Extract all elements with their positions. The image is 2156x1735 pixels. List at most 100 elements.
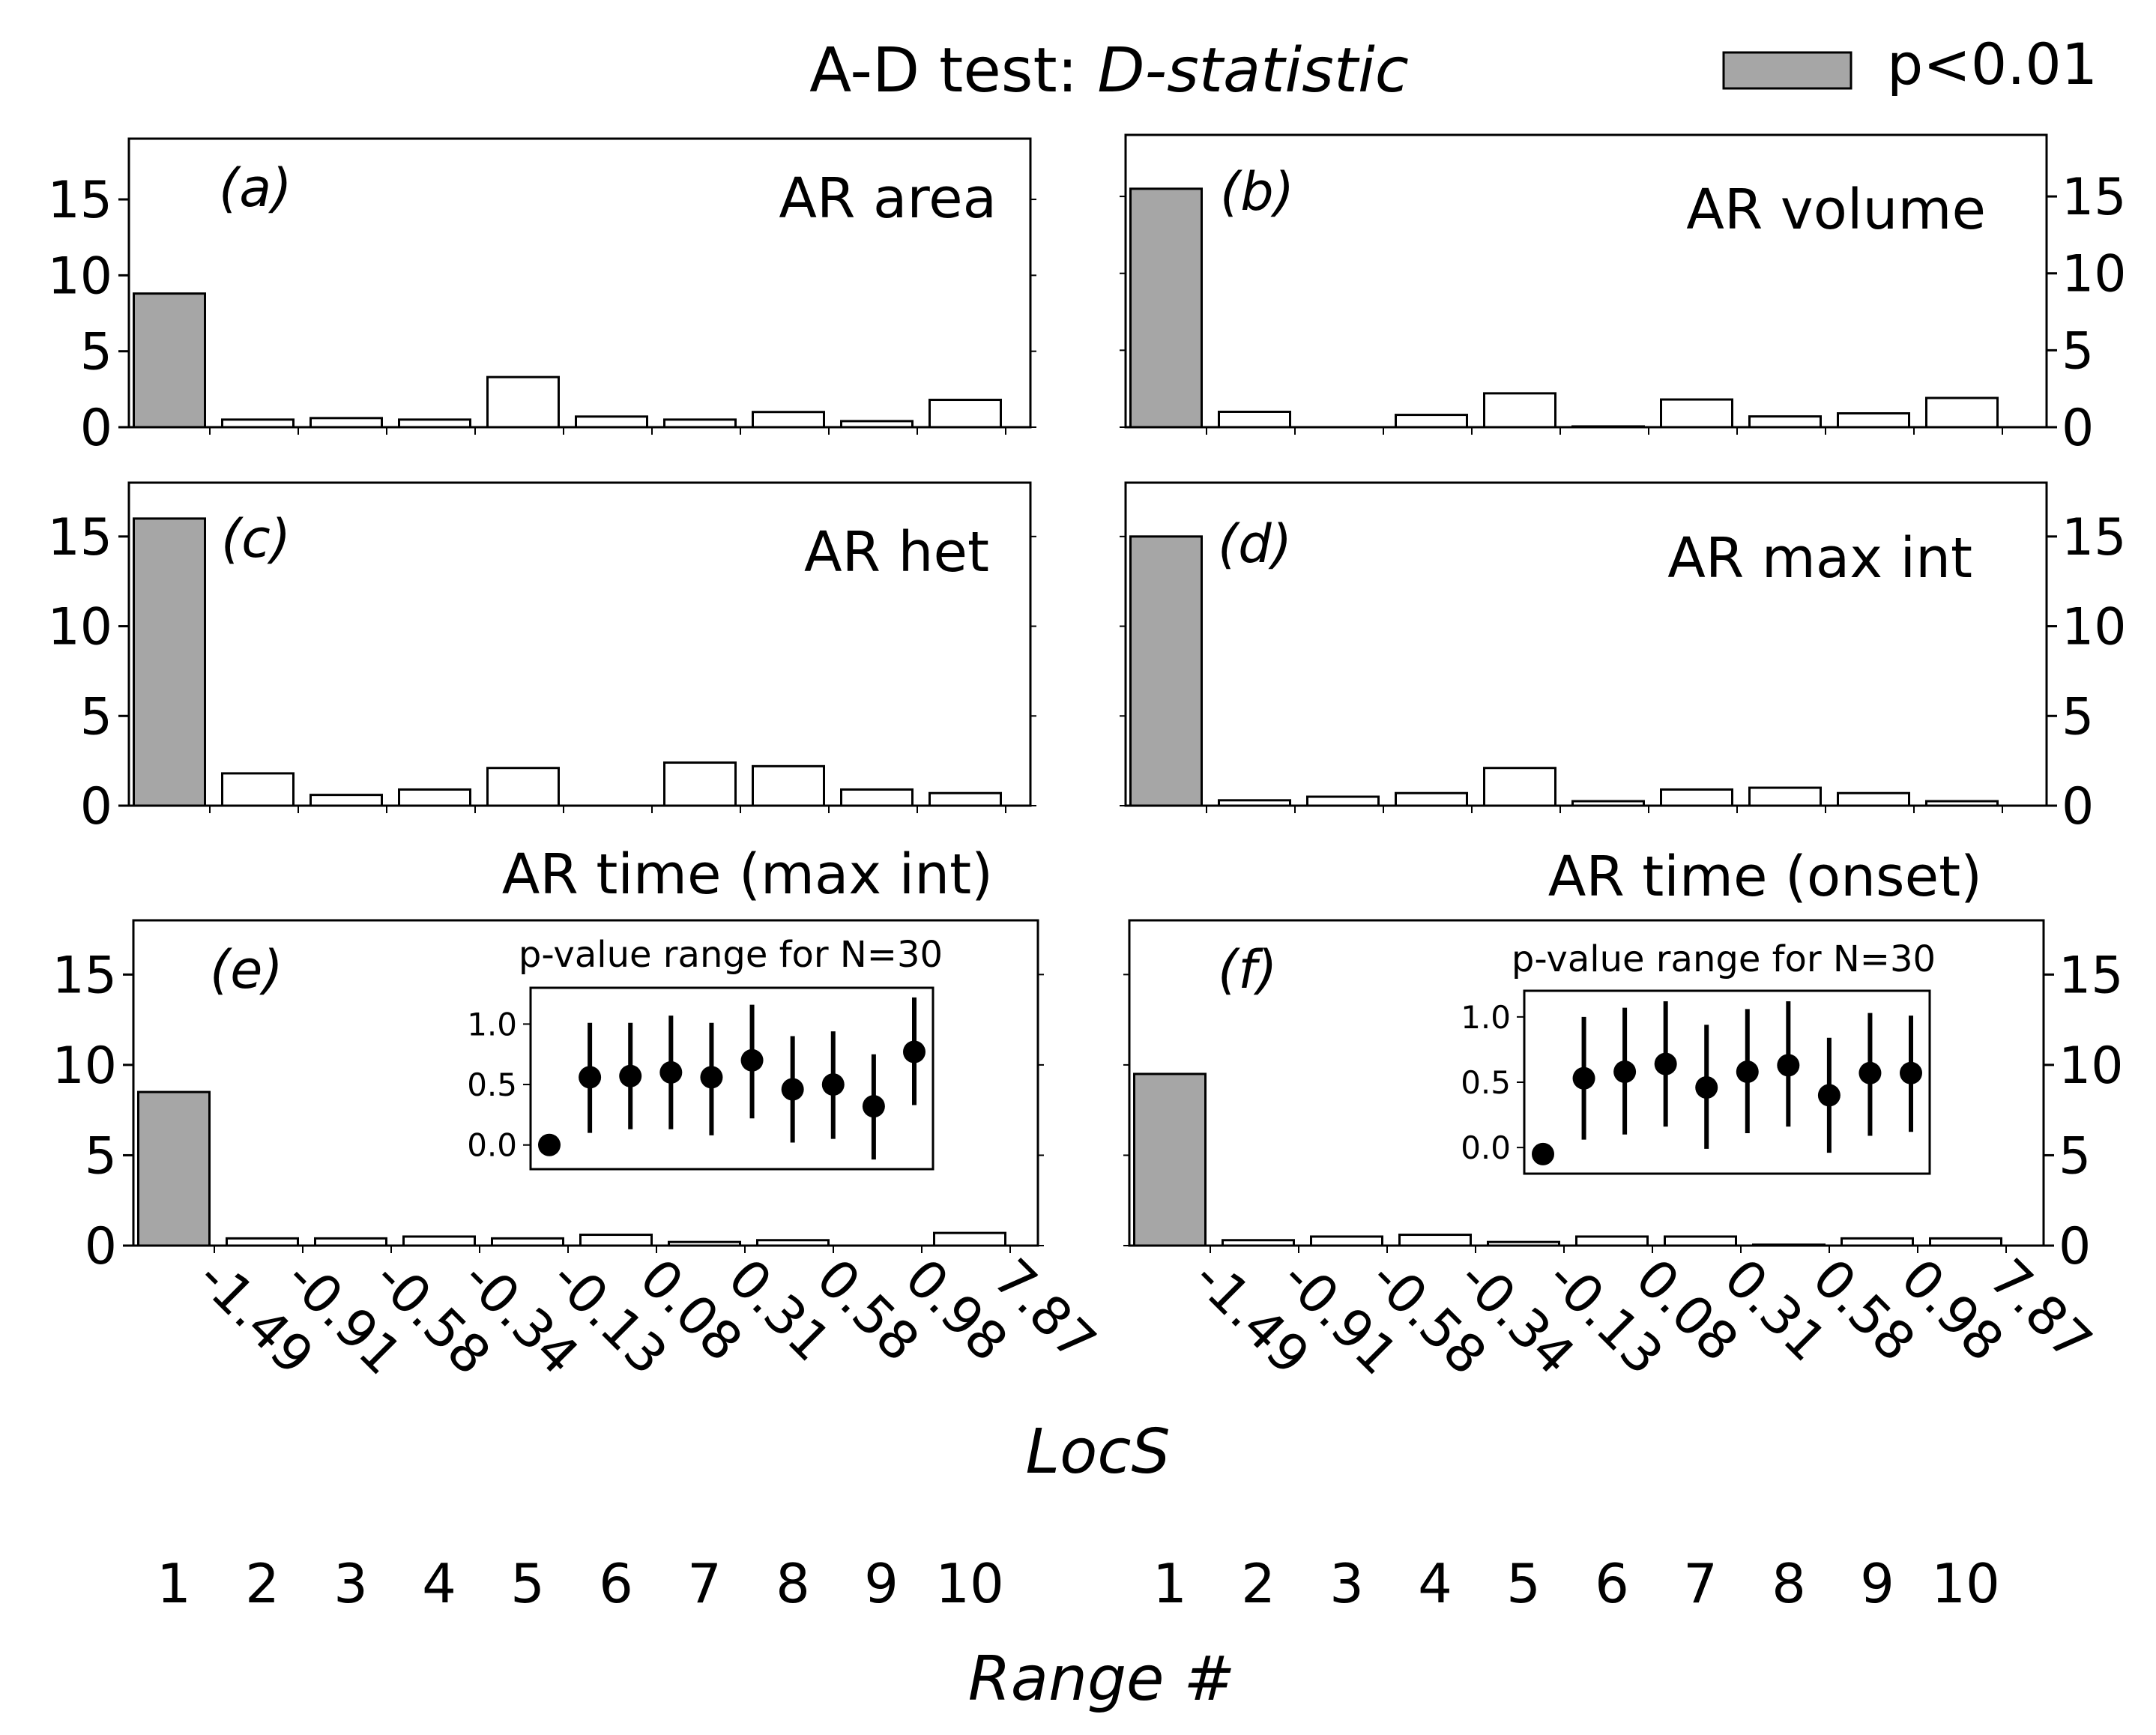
inset-f-point-1 xyxy=(1532,1142,1554,1165)
inset-e-ytick-label-0.5: 0.5 xyxy=(467,1066,517,1103)
inset-e-title: p-value range for N=30 xyxy=(519,934,943,976)
figure-title-prefix: A-D test: xyxy=(809,35,1097,106)
panel-e-bar-6 xyxy=(579,1234,653,1247)
inset-f-title: p-value range for N=30 xyxy=(1512,938,1936,980)
panel-a-ytick-label-15: 15 xyxy=(47,171,112,230)
range-number-e-9: 9 xyxy=(864,1552,899,1615)
inset-f-ytick-label-0.0: 0.0 xyxy=(1461,1129,1511,1166)
range-number-e-8: 8 xyxy=(776,1552,810,1615)
panel-f-bar-7 xyxy=(1664,1235,1737,1247)
panel-c-frame xyxy=(127,481,1032,807)
panel-a-bar-10 xyxy=(928,399,1002,429)
panel-f-ytick-label-0: 0 xyxy=(2059,1217,2091,1276)
panel-a-bar-5 xyxy=(486,375,560,429)
panel-b-bar-8 xyxy=(1748,415,1822,429)
panel-f-bar-1 xyxy=(1133,1072,1207,1247)
panel-f-bar-3 xyxy=(1310,1235,1383,1247)
panel-c-bar-3 xyxy=(309,794,383,807)
panel-c-letter: (c) xyxy=(221,508,291,570)
panel-e-ytick-label-5: 5 xyxy=(85,1126,117,1186)
panel-f-ytick-label-15: 15 xyxy=(2059,946,2124,1005)
panel-f-ytick-label-5: 5 xyxy=(2059,1126,2091,1186)
inset-f-point-4 xyxy=(1654,1052,1677,1075)
panel-c-ytick-label-5: 5 xyxy=(80,687,112,746)
inset-f-point-10 xyxy=(1900,1061,1922,1084)
panel-c-bar-5 xyxy=(486,767,560,807)
panel-b-bar-4 xyxy=(1395,414,1468,429)
panel-a-bar-8 xyxy=(752,411,825,429)
panel-d-bar-4 xyxy=(1395,791,1468,807)
inset-f-point-6 xyxy=(1736,1060,1759,1084)
range-number-f-6: 6 xyxy=(1595,1552,1629,1615)
inset-e-point-6 xyxy=(740,1048,764,1072)
range-number-e-3: 3 xyxy=(333,1552,368,1615)
inset-f-point-2 xyxy=(1572,1066,1595,1090)
panel-c-bar-1 xyxy=(133,517,206,807)
panel-b-bar-1 xyxy=(1129,187,1203,429)
panel-d: 0 5 10 15 (d) AR max int xyxy=(1120,481,2127,836)
range-number-e-2: 2 xyxy=(245,1552,280,1615)
panel-d-bar-3 xyxy=(1306,795,1380,807)
panel-d-bar-8 xyxy=(1748,786,1822,807)
panel-e-bar-1 xyxy=(137,1090,211,1247)
panel-a-bar-4 xyxy=(398,418,471,429)
legend-label: p<0.01 xyxy=(1887,31,2098,97)
panel-d-bar-7 xyxy=(1660,788,1733,807)
panel-d-ytick-label-5: 5 xyxy=(2062,687,2094,746)
inset-e-point-10 xyxy=(903,1040,925,1063)
panel-b-ytick-label-15: 15 xyxy=(2062,168,2127,227)
inset-f-point-5 xyxy=(1695,1075,1718,1099)
panel-a-bar-7 xyxy=(663,418,737,429)
panel-f: 0 5 10 15 (f) AR time (onset) p-value range fo… xyxy=(1123,845,2124,1276)
panel-f-bar-8 xyxy=(1752,1243,1826,1247)
panel-f-ytick-label-10: 10 xyxy=(2059,1037,2124,1096)
panel-c: 0 5 10 15 (c) AR het xyxy=(47,481,1036,836)
range-number-f-5: 5 xyxy=(1506,1552,1541,1615)
panel-b-ytick-label-5: 5 xyxy=(2062,322,2094,381)
panels-group: 0 5 10 15 (a) AR area 0 5 10 15 (b) AR volume 0 5 10 15… xyxy=(47,133,2127,1276)
panel-e-ytick-label-10: 10 xyxy=(52,1037,117,1096)
panel-a-ytick-label-0: 0 xyxy=(80,399,112,458)
panel-b-bar-7 xyxy=(1660,398,1733,429)
panel-f-bar-9 xyxy=(1841,1237,1914,1247)
panel-a-bar-6 xyxy=(575,415,648,429)
range-number-e-4: 4 xyxy=(422,1552,456,1615)
locs-tick-labels: -1.49-0.91-0.58-0.34-0.130.080.310.580.9… xyxy=(186,1247,2104,1387)
panel-d-title: AR max int xyxy=(1667,526,1972,591)
inset-e-point-7 xyxy=(781,1078,804,1101)
panel-e: 0 5 10 15 (e) AR time (max int) p-value range … xyxy=(52,842,1044,1276)
panel-b-bar-6 xyxy=(1571,425,1645,429)
panel-c-bar-7 xyxy=(663,761,737,807)
panel-b-ytick-label-10: 10 xyxy=(2062,245,2127,304)
panel-f-inset: p-value range for N=30 0.0 0.5 1.0 xyxy=(1461,938,1936,1175)
panel-d-ytick-label-15: 15 xyxy=(2062,508,2127,567)
panel-b-title: AR volume xyxy=(1686,178,1986,242)
panel-d-bar-6 xyxy=(1571,800,1645,807)
inset-e-ytick-label-1.0: 1.0 xyxy=(467,1006,517,1042)
inset-f-point-8 xyxy=(1817,1084,1841,1107)
range-number-labels: 1 2 3 4 5 6 7 8 9 10 1 2 3 4 5 6 7 8 9 10 xyxy=(157,1552,2000,1615)
panel-e-ytick-label-0: 0 xyxy=(85,1217,117,1276)
inset-e-point-9 xyxy=(862,1095,885,1118)
panel-d-bar-2 xyxy=(1218,799,1291,807)
panel-b-bar-10 xyxy=(1925,396,1999,429)
panel-a-letter: (a) xyxy=(219,157,292,219)
panel-b-letter: (b) xyxy=(1220,161,1294,223)
panel-e-bar-4 xyxy=(402,1235,476,1247)
inset-f-point-9 xyxy=(1858,1061,1882,1084)
panel-f-letter: (f) xyxy=(1218,939,1277,1001)
inset-f-ytick-label-0.5: 0.5 xyxy=(1461,1064,1511,1101)
panel-c-bar-9 xyxy=(840,788,914,807)
panel-e-inset: p-value range for N=30 0.0 0.5 1.0 xyxy=(467,934,943,1171)
panel-c-bar-4 xyxy=(398,788,471,807)
panel-a: 0 5 10 15 (a) AR area xyxy=(47,137,1036,458)
range-number-e-10: 10 xyxy=(935,1552,1004,1615)
range-number-f-2: 2 xyxy=(1241,1552,1275,1615)
range-number-f-3: 3 xyxy=(1329,1552,1364,1615)
x-axis-label: LocS xyxy=(1026,1416,1171,1488)
panel-f-bar-4 xyxy=(1398,1234,1472,1247)
panel-e-bar-7 xyxy=(668,1240,741,1247)
figure-title: A-D test: D-statistic xyxy=(809,35,1409,106)
